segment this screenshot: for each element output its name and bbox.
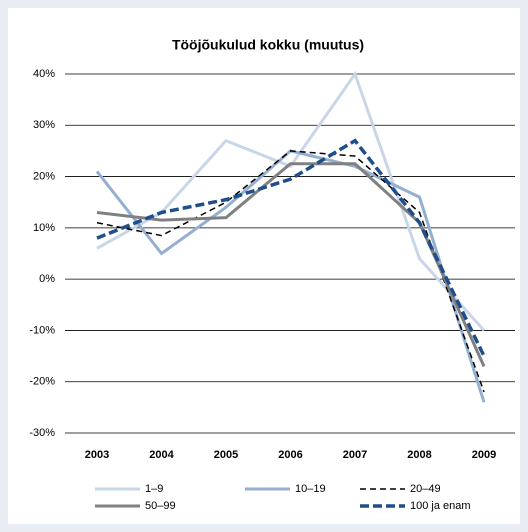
x-tick-label: 2008 [407, 449, 431, 461]
y-tick-label: 40% [33, 68, 55, 80]
x-tick-label: 2009 [472, 449, 496, 461]
y-tick-label: 0% [39, 273, 55, 285]
y-tick-label: -20% [29, 376, 55, 388]
legend-label: 100 ja enam [410, 500, 471, 512]
y-tick-label: 10% [33, 222, 55, 234]
chart-title: Tööjõukulud kokku (muutus) [172, 37, 364, 53]
y-tick-label: 30% [33, 119, 55, 131]
x-tick-label: 2003 [85, 449, 109, 461]
y-tick-label: 20% [33, 170, 55, 182]
y-tick-label: -30% [29, 427, 55, 439]
y-tick-label: -10% [29, 324, 55, 336]
x-tick-label: 2004 [149, 449, 174, 461]
series-line [96, 150, 485, 393]
legend-label: 10–19 [295, 483, 326, 495]
legend-label: 1–9 [145, 483, 163, 495]
chart-panel [8, 8, 520, 524]
legend-label: 20–49 [410, 483, 441, 495]
x-tick-label: 2005 [214, 449, 238, 461]
legend-label: 50–99 [145, 500, 176, 512]
x-tick-label: 2007 [343, 449, 367, 461]
series-line [96, 138, 486, 357]
x-tick-label: 2006 [278, 449, 302, 461]
